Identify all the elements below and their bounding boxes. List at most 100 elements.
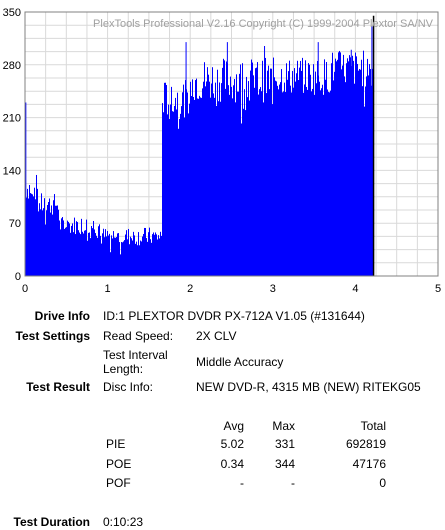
bar [208,74,209,276]
row-pof-max: - [291,476,295,490]
bar [153,232,154,276]
bar [156,234,157,276]
bar [192,79,193,276]
row-poe-max: 344 [274,457,295,471]
bar [80,234,81,276]
bar [246,76,247,276]
bar [217,69,218,277]
bar [218,101,219,277]
bar [362,86,363,276]
bar [141,241,142,276]
bar [272,104,273,276]
bar [265,57,266,276]
bar [200,97,201,276]
bar [91,226,92,276]
bar [348,61,349,277]
bar [305,60,306,277]
bar [195,80,196,277]
bar [115,237,116,276]
bar [302,57,303,277]
bar [343,54,344,277]
bar [315,71,316,277]
disc-info-value: NEW DVD-R, 4315 MB (NEW) RITEKG05 [196,380,421,394]
bar [317,60,318,276]
bar [59,220,60,276]
bar [100,235,101,276]
bar [300,60,301,276]
bar [165,82,166,276]
bar [202,88,203,276]
x-tick-label: 1 [105,283,111,295]
test-result-label: Test Result [26,380,90,394]
row-poe-name: POE [106,457,132,471]
x-tick-label: 2 [187,283,193,295]
bar [132,240,133,276]
bar [301,70,302,276]
bar [231,86,232,276]
y-tick-label: 350 [3,7,21,19]
bar [280,82,281,276]
bar [74,217,75,276]
bar [337,59,338,277]
bar [355,52,356,276]
bar [314,94,315,277]
bar [79,232,80,276]
bar [349,55,350,276]
bar [35,199,36,276]
bar [157,239,158,276]
bar [340,52,341,276]
bar [273,57,274,276]
bar [198,98,199,276]
bar [180,113,181,276]
bar [50,212,51,276]
bar [205,86,206,277]
bar [360,69,361,277]
bar [57,205,58,276]
bar [101,243,102,276]
bar [127,239,128,276]
bar [279,84,280,276]
bar [188,113,189,276]
bar [283,91,284,277]
bar [64,228,65,276]
bar [244,89,245,276]
bar [82,231,83,276]
bar [109,233,110,276]
bar [294,68,295,276]
bar [60,229,61,276]
bar [357,63,358,277]
bar [160,231,161,276]
bar [263,102,264,276]
bar [209,81,210,276]
row-pof-avg: - [240,476,244,490]
bar [179,119,180,276]
bar [34,187,35,276]
bar [363,50,364,276]
bar [146,238,147,276]
bar [335,58,336,276]
bar [129,244,130,276]
bar [169,119,170,276]
bar [225,88,226,276]
test-interval-value: Middle Accuracy [196,355,284,369]
bar [298,80,299,276]
bar [204,62,205,276]
bar [322,84,323,276]
x-tick-label: 3 [270,283,276,295]
bar [320,90,321,276]
bar [158,235,159,276]
bar [72,223,73,276]
bar [304,84,305,276]
series-bars [25,50,374,277]
bar [201,97,202,276]
bar [212,67,213,276]
bar [289,60,290,276]
row-poe-total: 47176 [352,457,386,471]
bar [31,193,32,276]
bar [369,64,370,276]
bar [311,91,312,276]
bar [307,89,308,276]
bar [42,210,43,276]
bar [325,79,326,276]
bar [108,235,109,276]
